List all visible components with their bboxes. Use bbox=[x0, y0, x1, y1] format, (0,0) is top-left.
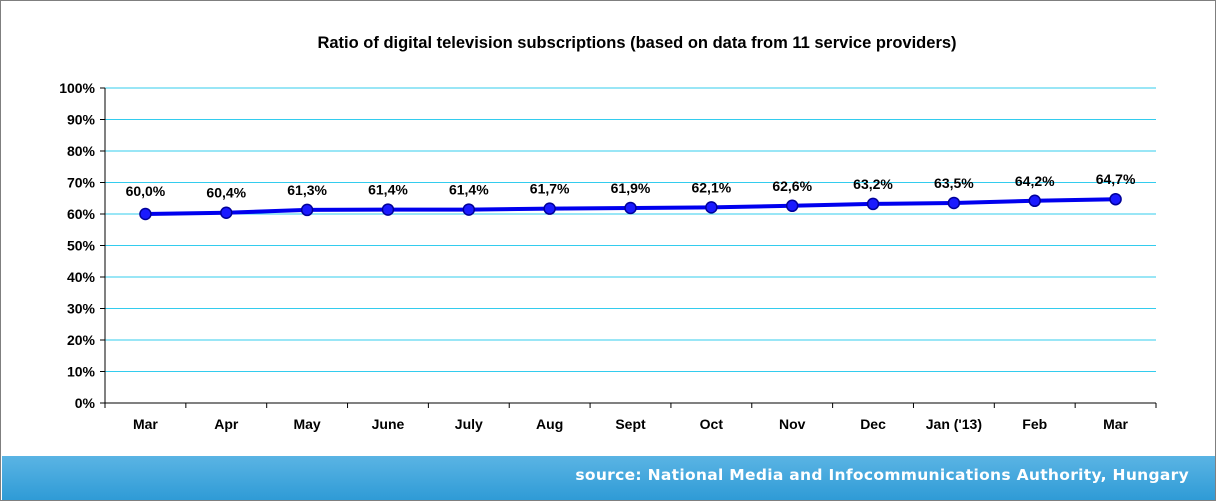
data-point bbox=[543, 202, 556, 215]
data-point bbox=[220, 206, 233, 219]
source-text: source: National Media and Infocommunica… bbox=[575, 466, 1189, 484]
data-point bbox=[866, 197, 880, 211]
y-tick-label: 50% bbox=[67, 238, 96, 254]
y-tick-label: 80% bbox=[67, 143, 96, 159]
x-tick-label: Mar bbox=[133, 416, 158, 432]
chart-title: Ratio of digital television subscription… bbox=[317, 34, 956, 52]
data-point bbox=[462, 203, 476, 216]
y-tick-label: 0% bbox=[75, 395, 96, 411]
data-label: 61,9% bbox=[611, 180, 651, 196]
y-tick-label: 10% bbox=[67, 364, 96, 380]
line-chart: Ratio of digital television subscription… bbox=[59, 34, 1157, 432]
data-point bbox=[947, 196, 961, 210]
data-point bbox=[300, 203, 314, 217]
x-tick-label: Mar bbox=[1103, 416, 1128, 432]
data-point bbox=[785, 199, 799, 213]
x-tick-label: Nov bbox=[779, 416, 806, 432]
x-tick-label: July bbox=[455, 416, 483, 432]
source-footer: source: National Media and Infocommunica… bbox=[2, 456, 1215, 500]
x-tick-label: Dec bbox=[860, 416, 886, 432]
data-label: 61,3% bbox=[287, 182, 327, 198]
x-tick-label: Aug bbox=[536, 416, 563, 432]
x-tick-label: May bbox=[293, 416, 320, 432]
data-point bbox=[381, 203, 395, 216]
data-label: 64,2% bbox=[1015, 173, 1055, 189]
y-tick-label: 40% bbox=[67, 269, 96, 285]
y-tick-label: 20% bbox=[67, 332, 96, 348]
data-label: 63,2% bbox=[853, 176, 893, 192]
data-label: 64,7% bbox=[1096, 171, 1136, 187]
y-tick-label: 60% bbox=[67, 206, 96, 222]
y-tick-label: 90% bbox=[67, 112, 96, 128]
data-label: 60,0% bbox=[126, 183, 166, 199]
x-tick-label: Sept bbox=[615, 416, 646, 432]
data-label: 60,4% bbox=[206, 185, 246, 201]
x-tick-label: Jan ('13) bbox=[926, 416, 982, 432]
x-tick-label: June bbox=[372, 416, 405, 432]
data-point bbox=[1109, 192, 1122, 206]
y-tick-label: 70% bbox=[67, 175, 96, 191]
x-tick-label: Feb bbox=[1022, 416, 1047, 432]
data-label: 62,6% bbox=[772, 178, 812, 194]
data-point bbox=[1028, 194, 1041, 208]
data-point bbox=[139, 207, 152, 221]
data-label: 61,4% bbox=[449, 182, 489, 198]
data-label: 61,7% bbox=[530, 181, 570, 197]
x-tick-label: Apr bbox=[214, 416, 239, 432]
y-tick-label: 100% bbox=[59, 80, 95, 96]
data-point bbox=[624, 201, 637, 215]
data-label: 63,5% bbox=[934, 175, 974, 191]
data-label: 61,4% bbox=[368, 182, 408, 198]
y-tick-label: 30% bbox=[67, 301, 96, 317]
data-point bbox=[705, 201, 718, 214]
data-label: 62,1% bbox=[691, 179, 731, 195]
x-tick-label: Oct bbox=[700, 416, 724, 432]
